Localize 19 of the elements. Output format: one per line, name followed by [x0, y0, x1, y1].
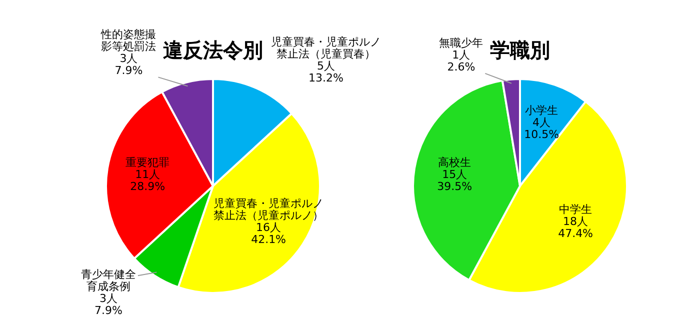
data-label: 3人 7.9% [114, 52, 143, 78]
data-label: 4人 10.5% [524, 116, 560, 142]
data-label: 1人 2.6% [447, 48, 476, 74]
slice-label: 重要犯罪 [126, 156, 170, 169]
slice-label: 高校生 [438, 156, 472, 169]
data-label: 18人 47.4% [558, 215, 594, 240]
slice-label: 無職少年 [439, 36, 484, 50]
text: 違反法令別 [163, 38, 263, 62]
slice-label: 青少年健全育成条例 [80, 268, 136, 293]
data-label: 16人 42.1% [251, 221, 286, 246]
data-label: 15人 39.5% [437, 168, 472, 193]
slice-label: 小学生 [525, 104, 558, 118]
data-label: 11人 28.9% [130, 168, 166, 193]
slice-label: 中学生 [559, 203, 592, 216]
chart-title: 学職別 [490, 38, 550, 62]
slice-label: 児童買春・児童ポルノ禁止法（児童買春） [270, 35, 381, 60]
data-label: 3人 7.9% [94, 292, 122, 317]
data-label: 5人 13.2% [308, 59, 344, 84]
slice-label: 性的姿態撮影等処罰法 [100, 28, 156, 54]
